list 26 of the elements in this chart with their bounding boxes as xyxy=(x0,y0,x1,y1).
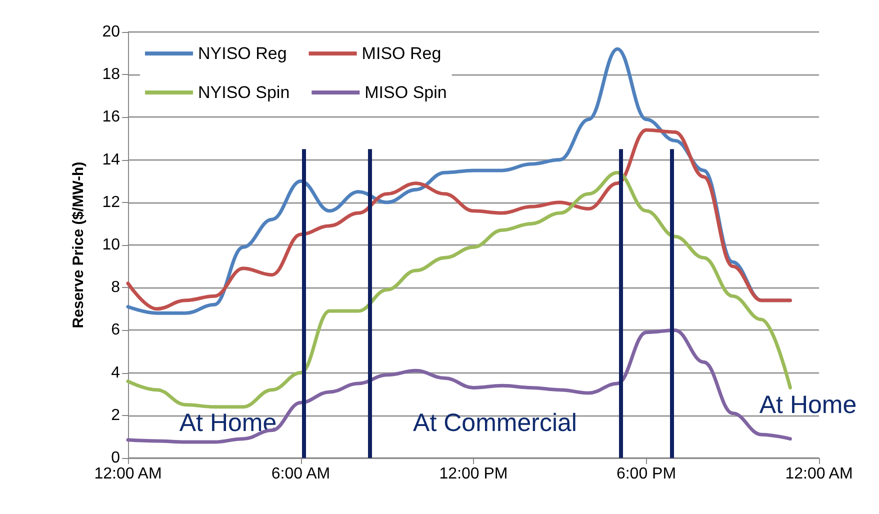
legend-label: NYISO Reg xyxy=(198,44,287,63)
x-tick-label: 12:00 AM xyxy=(94,466,162,482)
legend-label: MISO Reg xyxy=(362,44,442,63)
y-axis-title: Reserve Price ($/MW-h) xyxy=(70,162,87,328)
x-tick-label: 6:00 AM xyxy=(271,466,330,482)
annotation: At Home xyxy=(179,409,277,437)
line-series xyxy=(126,328,792,444)
legend-label: MISO Spin xyxy=(364,83,447,102)
y-tick-label: 6 xyxy=(111,322,120,339)
line-series xyxy=(126,128,792,311)
y-tick-label: 18 xyxy=(102,66,120,84)
x-tick-label: 6:00 PM xyxy=(616,466,676,482)
y-tick-label: 12 xyxy=(102,194,120,211)
y-tick-label: 4 xyxy=(111,364,120,382)
x-tick-label: 12:00 AM xyxy=(785,466,853,482)
y-tick-label: 2 xyxy=(111,406,120,424)
annotation: At Home xyxy=(759,391,857,419)
y-tick-label: 16 xyxy=(102,108,120,126)
y-tick-label: 20 xyxy=(102,24,120,40)
legend-label: NYISO Spin xyxy=(198,83,290,102)
x-tick-label: 12:00 PM xyxy=(439,466,508,482)
annotation: At Commercial xyxy=(413,409,577,437)
y-tick-label: 0 xyxy=(111,450,120,466)
y-tick-label: 8 xyxy=(111,279,120,296)
y-tick-label: 10 xyxy=(102,236,120,254)
y-tick-label: 14 xyxy=(102,151,120,168)
